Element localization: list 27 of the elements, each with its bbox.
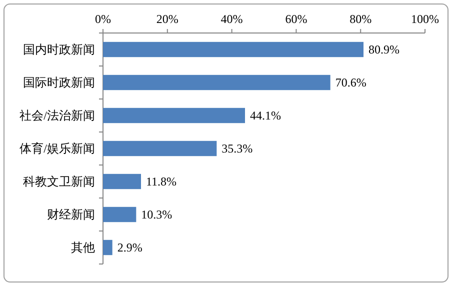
x-tick-label: 60% [285, 12, 308, 26]
data-label: 35.3% [222, 142, 253, 156]
bar [103, 74, 330, 90]
x-tick-label: 40% [220, 12, 243, 26]
bar [103, 42, 364, 58]
y-tick-label: 社会/法治新闻 [20, 108, 95, 122]
y-tick-label: 国际时政新闻 [23, 76, 95, 90]
data-label: 11.8% [146, 174, 177, 188]
data-label: 44.1% [250, 108, 281, 122]
data-label: 80.9% [368, 42, 400, 56]
data-label: 70.6% [335, 76, 366, 90]
bar [103, 108, 245, 124]
x-tick-label: 0% [95, 12, 111, 26]
bar [103, 140, 217, 156]
y-tick-label: 体育/娱乐新闻 [20, 142, 95, 156]
data-label: 10.3% [141, 208, 172, 222]
x-tick-label: 80% [350, 12, 372, 26]
y-tick-label: 国内时政新闻 [23, 42, 95, 56]
x-tick-label: 20% [156, 12, 178, 26]
bar [103, 240, 112, 256]
y-tick-label: 其他 [71, 240, 95, 254]
bar [103, 174, 141, 190]
y-tick-label: 科教文卫新闻 [23, 174, 95, 188]
y-tick-label: 财经新闻 [47, 208, 95, 222]
x-tick-label: 100% [411, 12, 439, 26]
data-label: 2.9% [117, 240, 142, 254]
bar [103, 206, 136, 222]
